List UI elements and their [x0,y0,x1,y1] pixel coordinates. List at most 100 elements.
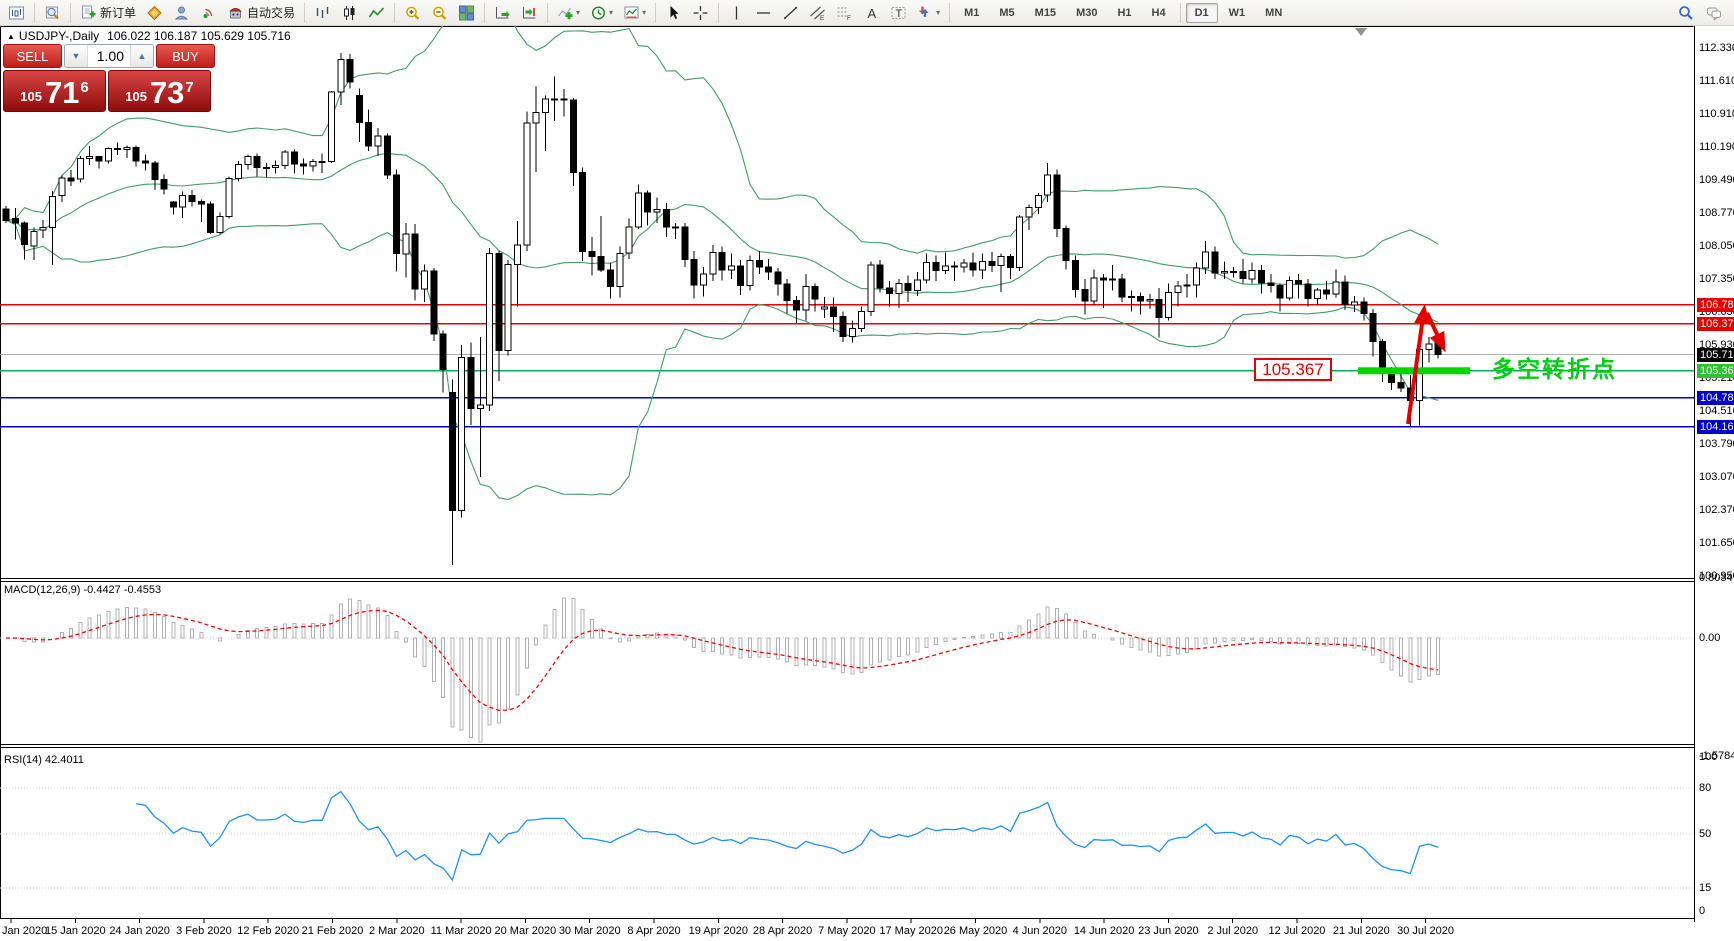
indicators-icon [557,5,574,21]
arrows-tool-dropdown-icon[interactable]: ▾ [936,8,941,17]
price-tick: 104.510 [1699,404,1734,417]
date-label: 14 Jun 2020 [1074,925,1135,937]
date-label: 2 Mar 2020 [369,925,425,937]
zoom-in-button[interactable] [400,1,425,25]
chart-window-button[interactable] [4,1,29,25]
autotrading-icon [227,5,244,21]
volume-decrease-button[interactable]: ▼ [65,45,88,67]
sell-button[interactable]: SELL [3,44,62,68]
date-label: 24 Jan 2020 [109,925,170,937]
new-order-button[interactable]: 新订单 [76,1,140,25]
toolbar-separator [949,2,951,23]
auto-scroll-button[interactable] [490,1,515,25]
date-label: 4 Jun 2020 [1013,925,1067,937]
buy-button[interactable]: BUY [156,44,215,68]
new-order-label: 新订单 [100,6,137,20]
timeframe-D1-button[interactable]: D1 [1185,2,1218,23]
rsi-tick: 0 [1699,905,1706,917]
trendline-tool-button[interactable] [778,1,803,25]
symbol-header: ▲ USDJPY-,Daily 106.022 106.187 105.629 10… [7,29,291,43]
date-label: 3 Feb 2020 [176,925,232,937]
periods-dropdown-icon[interactable]: ▾ [609,8,614,17]
price-tick: 109.490 [1699,173,1734,186]
toolbar-separator [70,2,71,23]
timeframe-MN-button[interactable]: MN [1265,6,1283,19]
crosshair-tool-button[interactable] [688,1,713,25]
price-tick: 107.350 [1699,272,1734,285]
label-tool-icon: T [890,5,907,21]
date-label: 20 Mar 2020 [495,925,557,937]
date-label: 12 Jul 2020 [1269,925,1326,937]
mql5-community-button[interactable] [169,1,194,25]
vertical-line-tool-button[interactable] [724,1,749,25]
svg-text:F: F [847,15,851,21]
channel-tool-button[interactable]: E [805,1,830,25]
rsi-value: 42.4011 [44,754,84,766]
price-tick: 103.070 [1699,471,1734,484]
toolbar-separator [718,2,720,23]
zoom-in-icon [404,5,421,21]
price-tick: 112.330 [1699,41,1734,54]
new-order-icon [80,5,97,21]
up-arrow-drawing [1406,304,1430,425]
metaeditor-icon [146,5,163,21]
zoom-out-button[interactable] [427,1,452,25]
text-tool-icon: A [863,5,880,21]
horizontal-line-tool-icon [755,5,772,21]
timeframe-W1-button[interactable]: W1 [1228,6,1246,19]
fibonacci-tool-button[interactable]: F [832,1,857,25]
toolbar-separator [34,2,35,23]
timeframe-M1-button[interactable]: M1 [964,6,980,19]
line-chart-mode-button[interactable] [364,1,389,25]
date-label: 12 Feb 2020 [237,925,299,937]
timeframe-M15-button[interactable]: M15 [1034,6,1057,19]
collapse-arrow-icon[interactable]: ▲ [7,32,15,41]
signals-button[interactable] [196,1,221,25]
date-label: 30 Mar 2020 [559,925,621,937]
timeframe-M5-button[interactable]: M5 [999,6,1015,19]
price-badge: 104.161 [1697,419,1734,434]
autotrading-button[interactable]: 自动交易 [223,1,299,25]
templates-button[interactable]: ▾ [619,1,650,25]
chart-shift-button[interactable] [517,1,542,25]
rsi-tick: 80 [1699,781,1712,794]
turning-point-label[interactable]: 多空转折点 [1492,356,1617,382]
volume-increase-button[interactable]: ▲ [130,45,153,67]
sell-price-prefix: 105 [20,89,42,104]
metaeditor-button[interactable] [142,1,167,25]
timeframe-H4-button[interactable]: H4 [1151,6,1166,19]
timeframe-H1-button[interactable]: H1 [1117,6,1132,19]
crosshair-tool-icon [692,5,709,21]
ohlc-values: 106.022 106.187 105.629 105.716 [107,29,291,43]
arrows-tool-button[interactable]: ▾ [913,1,944,25]
chat-button[interactable] [1701,1,1727,25]
price-axis[interactable]: 112.330 111.610 110.910 110.190 109.490 108.7… [1695,26,1734,941]
text-tool-button[interactable]: A [859,1,884,25]
price-badge: 106.378 [1697,316,1734,331]
search-button[interactable] [1673,1,1699,25]
label-tool-button[interactable]: T [886,1,911,25]
price-tick: 102.370 [1699,503,1734,516]
rsi-label: RSI(14) 42.4011 [4,754,84,766]
cursor-tool-icon [665,5,682,21]
bar-chart-mode-button[interactable] [310,1,335,25]
sell-price-button[interactable]: 105 71 6 [3,70,106,112]
date-label: 23 Jun 2020 [1138,925,1199,937]
indicators-dropdown-icon[interactable]: ▾ [576,8,581,17]
data-preview-button[interactable] [40,1,65,25]
candle-chart-mode-button[interactable] [337,1,362,25]
timeframe-M30-button[interactable]: M30 [1076,6,1098,19]
buy-price-button[interactable]: 105 73 7 [108,70,211,112]
tile-windows-button[interactable] [454,1,479,25]
zoom-out-icon [431,5,448,21]
cursor-tool-button[interactable] [661,1,686,25]
price-annotation-box[interactable]: 105.367 [1254,358,1332,381]
periods-button[interactable]: ▾ [586,1,617,25]
candle-chart-mode-icon [341,5,358,21]
macd-tick: -1.5784 [1699,750,1734,762]
templates-dropdown-icon[interactable]: ▾ [642,8,647,17]
indicators-button[interactable]: ▾ [553,1,584,25]
horizontal-line-tool-button[interactable] [751,1,776,25]
volume-input[interactable]: 1.00 [96,48,124,64]
